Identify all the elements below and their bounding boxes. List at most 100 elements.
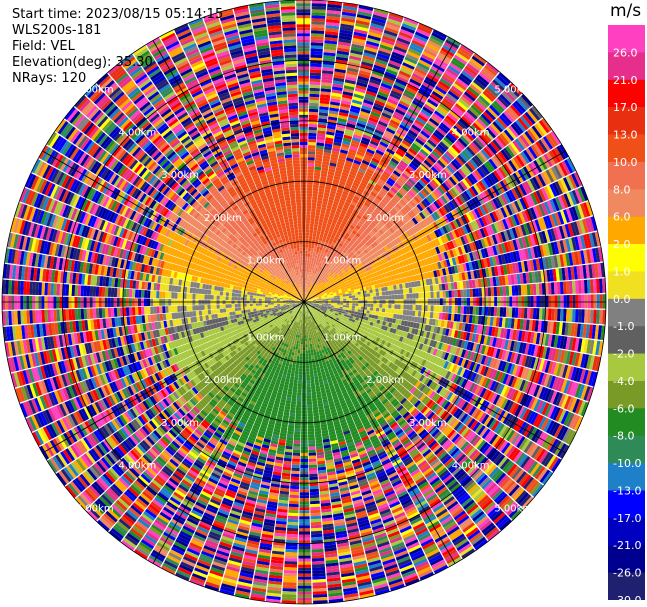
ppi-gate [447, 90, 460, 101]
ppi-gate [367, 296, 371, 301]
ppi-gate [348, 242, 353, 247]
ppi-gate [340, 23, 354, 29]
ppi-gate [379, 85, 391, 93]
ppi-gate [334, 68, 346, 74]
ppi-gate [436, 127, 447, 137]
ppi-gate [339, 109, 349, 114]
ppi-gate [324, 186, 331, 191]
ppi-gate [468, 60, 482, 72]
ppi-gate [340, 103, 351, 108]
ppi-gate [297, 57, 310, 61]
ppi-gate [359, 209, 366, 215]
ppi-gate [304, 262, 307, 266]
ppi-gate [412, 36, 427, 46]
ppi-gate [356, 173, 364, 180]
ppi-gate [536, 295, 540, 308]
ppi-gate [445, 290, 449, 298]
ppi-gate [337, 228, 343, 233]
ppi-gate [418, 179, 427, 188]
ppi-gate [524, 296, 528, 307]
ppi-gate [397, 34, 412, 43]
ppi-gate [360, 64, 373, 71]
ppi-gate [352, 254, 357, 259]
ppi-gate [310, 285, 313, 289]
ppi-gate [318, 112, 328, 117]
ppi-gate [307, 275, 309, 279]
ppi-gate [450, 60, 464, 70]
ppi-gate [436, 83, 449, 93]
ppi-gate [297, 60, 310, 64]
ppi-gate [389, 92, 401, 100]
ppi-gate [369, 310, 373, 315]
ppi-gate [448, 162, 458, 172]
ppi-gate [308, 126, 317, 131]
ppi-gate [342, 91, 354, 97]
ppi-gate [397, 147, 406, 155]
ppi-gate [318, 188, 325, 192]
ppi-gate [359, 227, 365, 233]
ppi-gate [315, 285, 318, 289]
ppi-gate [316, 142, 325, 147]
ppi-gate [298, 102, 309, 106]
ppi-gate [503, 296, 507, 307]
ppi-gate [355, 232, 361, 238]
ppi-gate [382, 170, 391, 178]
ppi-gate [398, 162, 407, 170]
ppi-gate [351, 244, 356, 250]
ppi-gate [472, 122, 483, 133]
ppi-gate [460, 306, 464, 314]
ppi-gate [395, 40, 410, 48]
ppi-gate [368, 223, 375, 230]
ppi-gate [307, 157, 315, 161]
ppi-gate [423, 125, 434, 134]
ppi-gate [448, 290, 452, 298]
ppi-gate [416, 181, 424, 190]
ppi-gate [348, 305, 353, 309]
ppi-gate [368, 215, 375, 222]
ppi-gate [342, 296, 347, 299]
ppi-gate [433, 148, 443, 157]
ppi-gate [381, 291, 386, 296]
ppi-gate [376, 231, 382, 237]
ppi-gate [318, 249, 322, 254]
ppi-gate [319, 262, 322, 267]
ppi-gate [326, 131, 335, 136]
ppi-gate [326, 223, 331, 228]
ppi-gate [417, 166, 427, 175]
ppi-gate [408, 287, 413, 294]
ppi-gate [308, 291, 311, 295]
ppi-gate [468, 106, 480, 118]
ppi-gate [370, 229, 376, 236]
ppi-gate [325, 274, 329, 278]
ppi-gate [466, 306, 470, 315]
ppi-gate [308, 139, 317, 143]
ppi-gate [387, 177, 396, 185]
ppi-gate [527, 296, 531, 307]
ppi-gate [393, 152, 403, 160]
ppi-gate [321, 170, 328, 175]
ppi-gate [321, 279, 325, 283]
ppi-gate [324, 249, 329, 253]
ppi-gate [305, 283, 307, 287]
ppi-gate [316, 233, 320, 238]
ppi-gate [330, 190, 337, 195]
ppi-gate [378, 47, 392, 54]
ppi-gate [337, 205, 343, 210]
ppi-gate [310, 282, 313, 286]
ppi-gate [321, 167, 329, 172]
ppi-gate [325, 208, 332, 213]
ppi-gate [437, 173, 446, 182]
ppi-gate [327, 233, 332, 238]
ppi-gate [415, 193, 423, 202]
ppi-gate [315, 148, 324, 153]
ppi-gate [320, 228, 326, 233]
ppi-gate [367, 145, 377, 152]
ppi-gate [333, 138, 343, 144]
ppi-gate [575, 294, 579, 308]
ppi-gate [368, 28, 383, 36]
ppi-gate [355, 303, 359, 306]
ppi-gate [387, 163, 396, 170]
ppi-gate [394, 194, 402, 201]
ppi-gate [400, 294, 404, 300]
ppi-gate [345, 125, 355, 131]
